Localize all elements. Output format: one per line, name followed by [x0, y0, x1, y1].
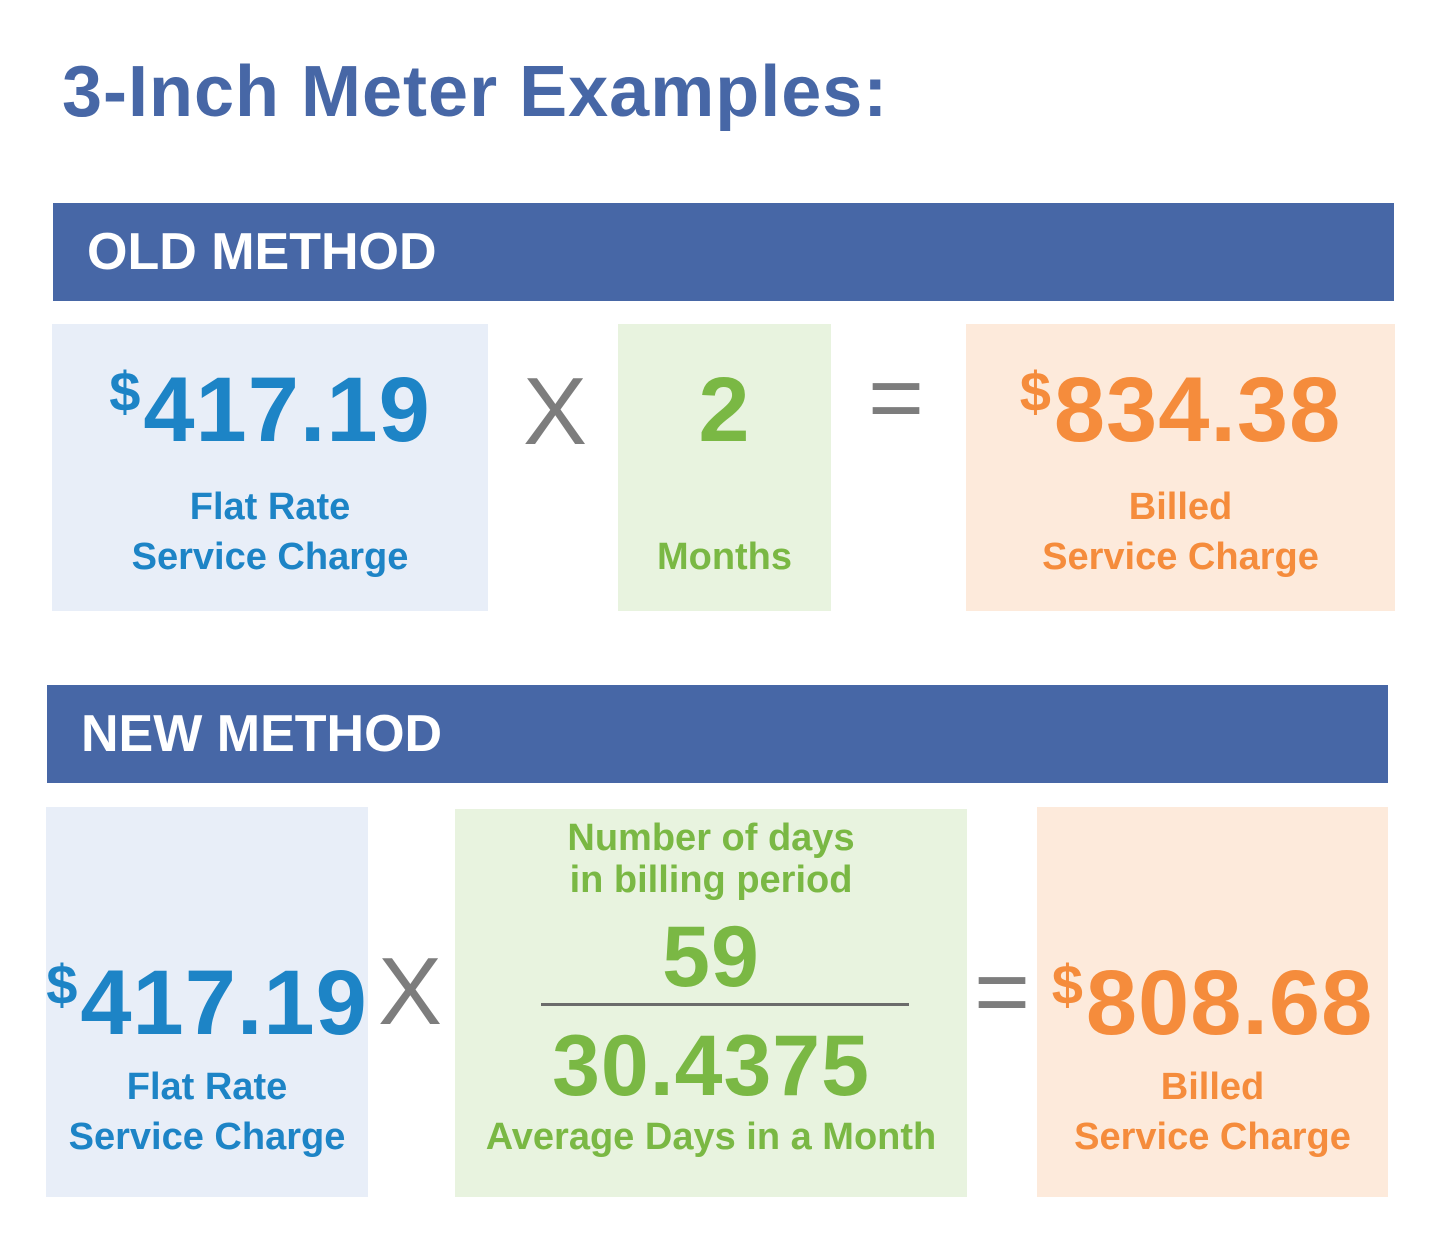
- new-fraction-box: Number of days in billing period 59 30.4…: [455, 809, 967, 1197]
- old-billed-value: 834.38: [1053, 359, 1342, 461]
- new-fraction-top-label-2: in billing period: [569, 859, 853, 901]
- new-fraction-bottom-label: Average Days in a Month: [485, 1116, 937, 1158]
- new-billed-box: $808.68 Billed Service Charge: [1037, 807, 1388, 1197]
- new-fraction-numerator: 59: [662, 909, 760, 1005]
- old-months-value: 2: [698, 359, 751, 461]
- page-title: 3-Inch Meter Examples:: [62, 52, 889, 132]
- old-billed-label-1: Billed: [1128, 486, 1233, 528]
- new-billed-value: 808.68: [1085, 952, 1374, 1054]
- old-billed-box: $834.38 Billed Service Charge: [966, 324, 1395, 611]
- old-rate-box: $417.19 Flat Rate Service Charge: [52, 324, 488, 611]
- new-rate-value: 417.19: [80, 952, 368, 1054]
- old-billed-label-2: Service Charge: [1042, 536, 1319, 578]
- new-method-header-label: NEW METHOD: [81, 705, 443, 763]
- fraction-divider-line: [541, 1003, 909, 1006]
- new-billed-label-2: Service Charge: [1074, 1116, 1351, 1158]
- old-rate-amount: $417.19: [52, 364, 488, 457]
- old-rate-value: 417.19: [143, 359, 431, 461]
- old-billed-dollar: $: [1019, 360, 1052, 423]
- old-equals-sign: =: [867, 344, 925, 451]
- new-rate-amount: $417.19: [46, 957, 368, 1050]
- old-method-header: OLD METHOD: [53, 203, 1394, 301]
- new-fraction-top-label-1: Number of days: [567, 817, 855, 859]
- new-rate-label-2: Service Charge: [68, 1116, 346, 1158]
- old-months-box: 2 Months: [618, 324, 831, 611]
- new-billed-dollar: $: [1051, 953, 1084, 1016]
- new-multiply-sign: X: [377, 938, 443, 1045]
- new-rate-label-1: Flat Rate: [126, 1066, 288, 1108]
- old-months-label: Months: [656, 536, 793, 578]
- old-rate-dollar: $: [109, 360, 142, 423]
- new-billed-label-1: Billed: [1160, 1066, 1265, 1108]
- old-billed-amount: $834.38: [966, 364, 1395, 457]
- new-rate-box: $417.19 Flat Rate Service Charge: [46, 807, 368, 1197]
- new-billed-amount: $808.68: [1037, 957, 1388, 1050]
- new-equals-sign: =: [973, 938, 1031, 1045]
- new-method-header: NEW METHOD: [47, 685, 1388, 783]
- old-multiply-sign: X: [522, 358, 588, 465]
- old-rate-label-2: Service Charge: [131, 536, 409, 578]
- new-rate-dollar: $: [46, 953, 79, 1016]
- new-fraction-denominator: 30.4375: [552, 1018, 870, 1114]
- old-rate-label-1: Flat Rate: [189, 486, 351, 528]
- old-method-header-label: OLD METHOD: [87, 223, 437, 281]
